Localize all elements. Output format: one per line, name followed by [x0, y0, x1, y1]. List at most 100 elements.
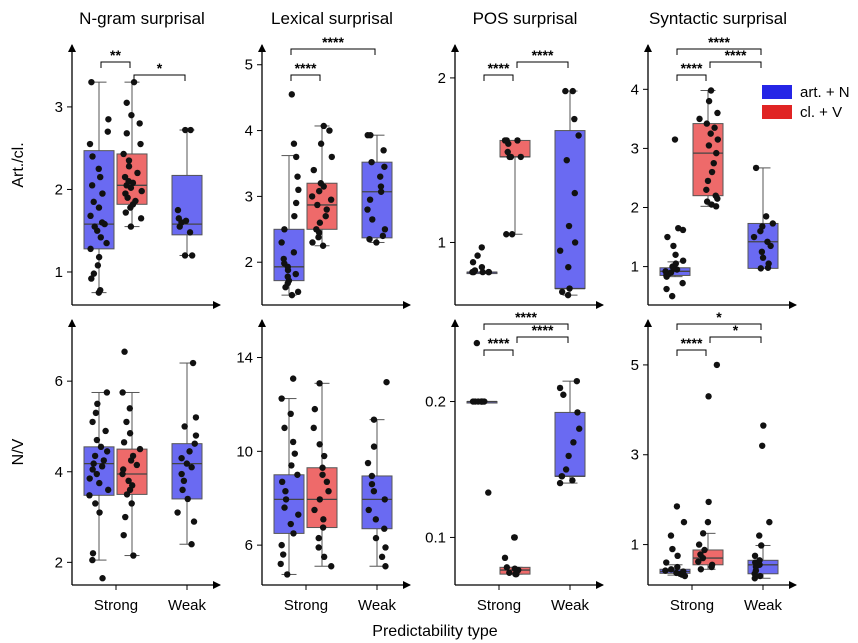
x-tick-label: Weak: [168, 597, 207, 614]
data-point: [485, 268, 493, 276]
data-point: [368, 480, 376, 488]
panel-2: 2 3 4 5 Lexical surprisal **** ****: [245, 9, 411, 309]
x-tick-label: Strong: [477, 597, 521, 614]
data-point: [662, 268, 669, 275]
data-point: [570, 439, 577, 446]
data-point: [507, 153, 515, 161]
data-point: [707, 87, 715, 94]
data-point: [292, 199, 300, 207]
significance-stars: ****: [681, 60, 703, 76]
data-point: [517, 153, 525, 161]
data-point: [315, 187, 323, 195]
data-point: [120, 439, 128, 446]
data-point: [138, 187, 145, 195]
data-point: [667, 566, 675, 573]
box-2: [306, 380, 338, 570]
y-axis-arrow: [644, 44, 652, 52]
data-point: [86, 492, 93, 499]
data-point: [663, 285, 670, 293]
data-point: [178, 470, 185, 478]
y-tick-label: 1: [631, 537, 639, 554]
data-point: [192, 432, 200, 439]
data-point: [379, 232, 387, 240]
data-point: [368, 158, 375, 166]
data-point: [126, 430, 134, 437]
data-point: [104, 486, 112, 494]
box-3: [361, 131, 393, 246]
x-axis-arrow: [596, 301, 604, 309]
panel-title: Syntactic surprisal: [649, 9, 787, 28]
data-point: [94, 262, 102, 269]
box-1: [273, 91, 305, 299]
box-3: [361, 378, 393, 570]
data-point: [287, 520, 294, 528]
bracket-line: [676, 323, 762, 330]
data-point: [697, 566, 705, 573]
data-point: [558, 473, 565, 480]
significance-stars: ****: [295, 60, 317, 76]
data-point: [316, 441, 323, 448]
legend: art. + N cl. + V: [762, 84, 850, 121]
data-point: [697, 551, 704, 558]
data-point: [174, 509, 181, 516]
data-point: [705, 498, 712, 506]
data-point: [95, 253, 103, 261]
data-point: [671, 136, 679, 143]
data-point: [562, 87, 569, 95]
data-point: [511, 565, 519, 572]
x-axis-arrow: [596, 581, 604, 589]
data-point: [704, 518, 712, 526]
data-point: [102, 427, 109, 435]
y-tick-label: 2: [438, 70, 446, 87]
data-point: [89, 153, 96, 160]
data-point: [672, 251, 679, 258]
data-point: [381, 525, 388, 532]
y-axis-arrow: [68, 44, 76, 52]
data-point: [372, 534, 380, 542]
box-body: [83, 150, 115, 250]
data-point: [478, 263, 486, 271]
x-axis-arrow: [213, 301, 221, 309]
legend-swatch-cl-v: [762, 105, 792, 119]
data-point: [134, 169, 141, 177]
data-point: [93, 436, 101, 444]
y-tick-label: 4: [631, 81, 639, 98]
data-point: [284, 273, 291, 280]
box-2: [499, 137, 531, 238]
box-2: [116, 348, 148, 559]
data-point: [121, 173, 129, 181]
data-point: [294, 471, 301, 478]
box-3: [554, 377, 586, 487]
box-body: [171, 174, 203, 236]
data-point: [128, 482, 136, 489]
data-point: [713, 149, 720, 157]
data-point: [573, 377, 581, 385]
box-3: [171, 126, 203, 259]
data-point: [364, 206, 371, 213]
significance-bracket: ****: [516, 322, 569, 343]
data-point: [96, 509, 103, 516]
data-point: [281, 424, 288, 432]
data-point: [381, 226, 389, 233]
data-point: [91, 223, 98, 230]
significance-bracket: ****: [676, 34, 762, 55]
data-point: [317, 180, 325, 187]
data-point: [319, 464, 326, 471]
data-point: [504, 148, 511, 156]
data-point: [130, 78, 138, 86]
box-3: [747, 164, 779, 272]
y-tick-label: 2: [245, 254, 253, 271]
data-point: [315, 534, 322, 542]
data-point: [191, 440, 198, 447]
data-point: [710, 159, 717, 167]
data-point: [316, 380, 323, 387]
data-point: [576, 425, 583, 432]
row-label-n-v: N/V: [10, 438, 27, 465]
data-point: [179, 486, 186, 494]
data-point: [680, 568, 687, 575]
data-point: [327, 196, 335, 203]
data-point: [696, 115, 703, 123]
data-point: [485, 489, 492, 496]
data-point: [178, 454, 185, 462]
y-tick-label: 3: [631, 140, 639, 157]
